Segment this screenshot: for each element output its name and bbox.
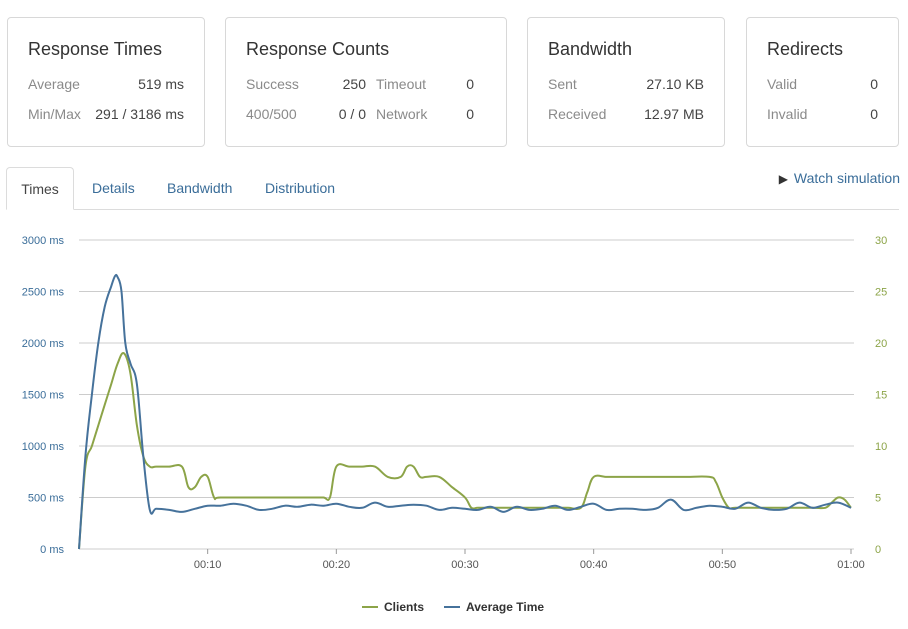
redirects-card: Redirects Valid 0 Invalid 0 bbox=[746, 17, 899, 147]
series-line-average-time bbox=[78, 273, 852, 550]
bandwidth-card: Bandwidth Sent 27.10 KB Received 12.97 M… bbox=[527, 17, 725, 147]
valid-label: Valid bbox=[767, 76, 798, 92]
tab-times[interactable]: Times bbox=[6, 167, 74, 210]
invalid-value: 0 bbox=[870, 106, 878, 122]
y-left-tick-label: 1000 ms bbox=[22, 441, 65, 453]
y-left-tick-label: 2000 ms bbox=[22, 338, 65, 350]
timeout-label: Timeout bbox=[376, 76, 427, 92]
watch-simulation-link[interactable]: ▶ Watch simulation bbox=[779, 170, 900, 186]
y-right-tick-label: 5 bbox=[875, 493, 881, 505]
sent-value: 27.10 KB bbox=[646, 76, 704, 92]
x-tick-label: 00:50 bbox=[709, 559, 737, 571]
series-line-clients bbox=[78, 351, 852, 550]
average-label: Average bbox=[28, 76, 80, 92]
x-tick-label: 00:30 bbox=[451, 559, 479, 571]
y-left-tick-label: 2500 ms bbox=[22, 287, 65, 299]
card-title: Response Times bbox=[28, 39, 163, 59]
average-value: 519 ms bbox=[138, 76, 184, 92]
x-tick-label: 01:00 bbox=[837, 559, 865, 571]
tab-bandwidth[interactable]: Bandwidth bbox=[167, 180, 233, 196]
y-left-tick-label: 1500 ms bbox=[22, 390, 65, 402]
y-right-tick-label: 0 bbox=[875, 544, 881, 556]
success-label: Success bbox=[246, 76, 299, 92]
minmax-label: Min/Max bbox=[28, 106, 81, 122]
minmax-value: 291 / 3186 ms bbox=[95, 106, 184, 122]
response-counts-card: Response Counts Success 250 Timeout 0 40… bbox=[225, 17, 507, 147]
legend-label-average-time: Average Time bbox=[466, 600, 544, 614]
timeout-value: 0 bbox=[466, 76, 474, 92]
y-right-tick-label: 15 bbox=[875, 390, 887, 402]
card-title: Bandwidth bbox=[548, 39, 633, 59]
chart-tabs: Times Details Bandwidth Distribution bbox=[6, 167, 899, 210]
errors-label: 400/500 bbox=[246, 106, 297, 122]
sent-label: Sent bbox=[548, 76, 577, 92]
y-left-tick-label: 3000 ms bbox=[22, 235, 65, 247]
legend-label-clients: Clients bbox=[384, 600, 424, 614]
y-right-tick-label: 10 bbox=[875, 441, 887, 453]
success-value: 250 bbox=[342, 76, 366, 92]
x-tick-label: 00:20 bbox=[323, 559, 351, 571]
errors-value: 0 / 0 bbox=[338, 106, 366, 122]
x-tick-label: 00:40 bbox=[580, 559, 608, 571]
valid-value: 0 bbox=[870, 76, 878, 92]
watch-simulation-label: Watch simulation bbox=[793, 170, 900, 186]
y-left-tick-label: 500 ms bbox=[28, 493, 65, 505]
y-right-tick-label: 20 bbox=[875, 338, 887, 350]
tab-distribution[interactable]: Distribution bbox=[265, 180, 336, 196]
card-title: Redirects bbox=[767, 39, 844, 59]
response-times-card: Response Times Average 519 ms Min/Max 29… bbox=[7, 17, 205, 147]
network-value: 0 bbox=[466, 106, 474, 122]
y-right-tick-label: 25 bbox=[875, 287, 887, 299]
x-tick-label: 00:10 bbox=[194, 559, 222, 571]
play-icon: ▶ bbox=[778, 172, 788, 186]
received-label: Received bbox=[548, 106, 607, 122]
y-left-tick-label: 0 ms bbox=[40, 544, 64, 556]
card-title: Response Counts bbox=[246, 39, 390, 59]
received-value: 12.97 MB bbox=[644, 106, 704, 122]
network-label: Network bbox=[376, 106, 428, 122]
invalid-label: Invalid bbox=[767, 106, 808, 122]
tab-details[interactable]: Details bbox=[92, 180, 135, 196]
y-right-tick-label: 30 bbox=[875, 235, 887, 247]
